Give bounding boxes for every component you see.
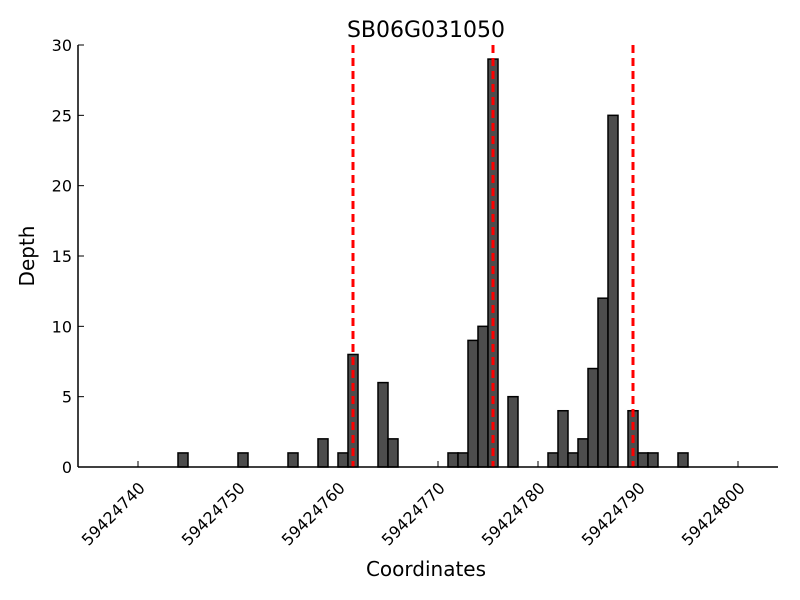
- x-tick-label: 59424800: [678, 478, 749, 549]
- bar: [567, 452, 579, 468]
- x-tick-label: 59424770: [378, 478, 449, 549]
- bar: [607, 114, 619, 468]
- bar: [647, 452, 659, 468]
- bar: [287, 452, 299, 468]
- x-tick-label: 59424740: [78, 478, 149, 549]
- bar: [507, 395, 519, 468]
- x-tick-label: 59424760: [278, 478, 349, 549]
- bar: [317, 438, 329, 468]
- bar: [387, 438, 399, 468]
- bar: [447, 452, 459, 468]
- y-tick-label: 0: [62, 458, 72, 477]
- bar: [637, 452, 649, 468]
- bar: [237, 452, 249, 468]
- axes: 0 5 10 15 20 25 30 59424740 59424750 59424760 5942…: [52, 36, 778, 549]
- bar: [477, 325, 489, 468]
- x-tick-label: 59424790: [578, 478, 649, 549]
- bar: [557, 409, 569, 468]
- x-axis-label: Coordinates: [366, 557, 486, 581]
- y-tick-label: 15: [52, 247, 72, 266]
- y-tick-label: 30: [52, 36, 72, 55]
- marker-lines: [351, 45, 635, 467]
- bar: [597, 297, 609, 468]
- y-tick-label: 25: [52, 106, 72, 125]
- bars: [177, 58, 689, 468]
- bar: [377, 381, 389, 468]
- y-tick-label: 10: [52, 317, 72, 336]
- y-tick-label: 20: [52, 177, 72, 196]
- bar: [467, 339, 479, 468]
- chart-title: SB06G031050: [347, 18, 505, 43]
- bar: [337, 452, 349, 468]
- bar: [547, 452, 559, 468]
- x-tick-label: 59424750: [178, 478, 249, 549]
- x-tick-label: 59424780: [478, 478, 549, 549]
- bar: [587, 367, 599, 468]
- y-tick-label: 5: [62, 388, 72, 407]
- bar: [677, 452, 689, 468]
- bar: [177, 452, 189, 468]
- bar: [487, 58, 499, 468]
- bar: [577, 438, 589, 468]
- bar: [457, 452, 469, 468]
- y-axis-label: Depth: [15, 226, 39, 287]
